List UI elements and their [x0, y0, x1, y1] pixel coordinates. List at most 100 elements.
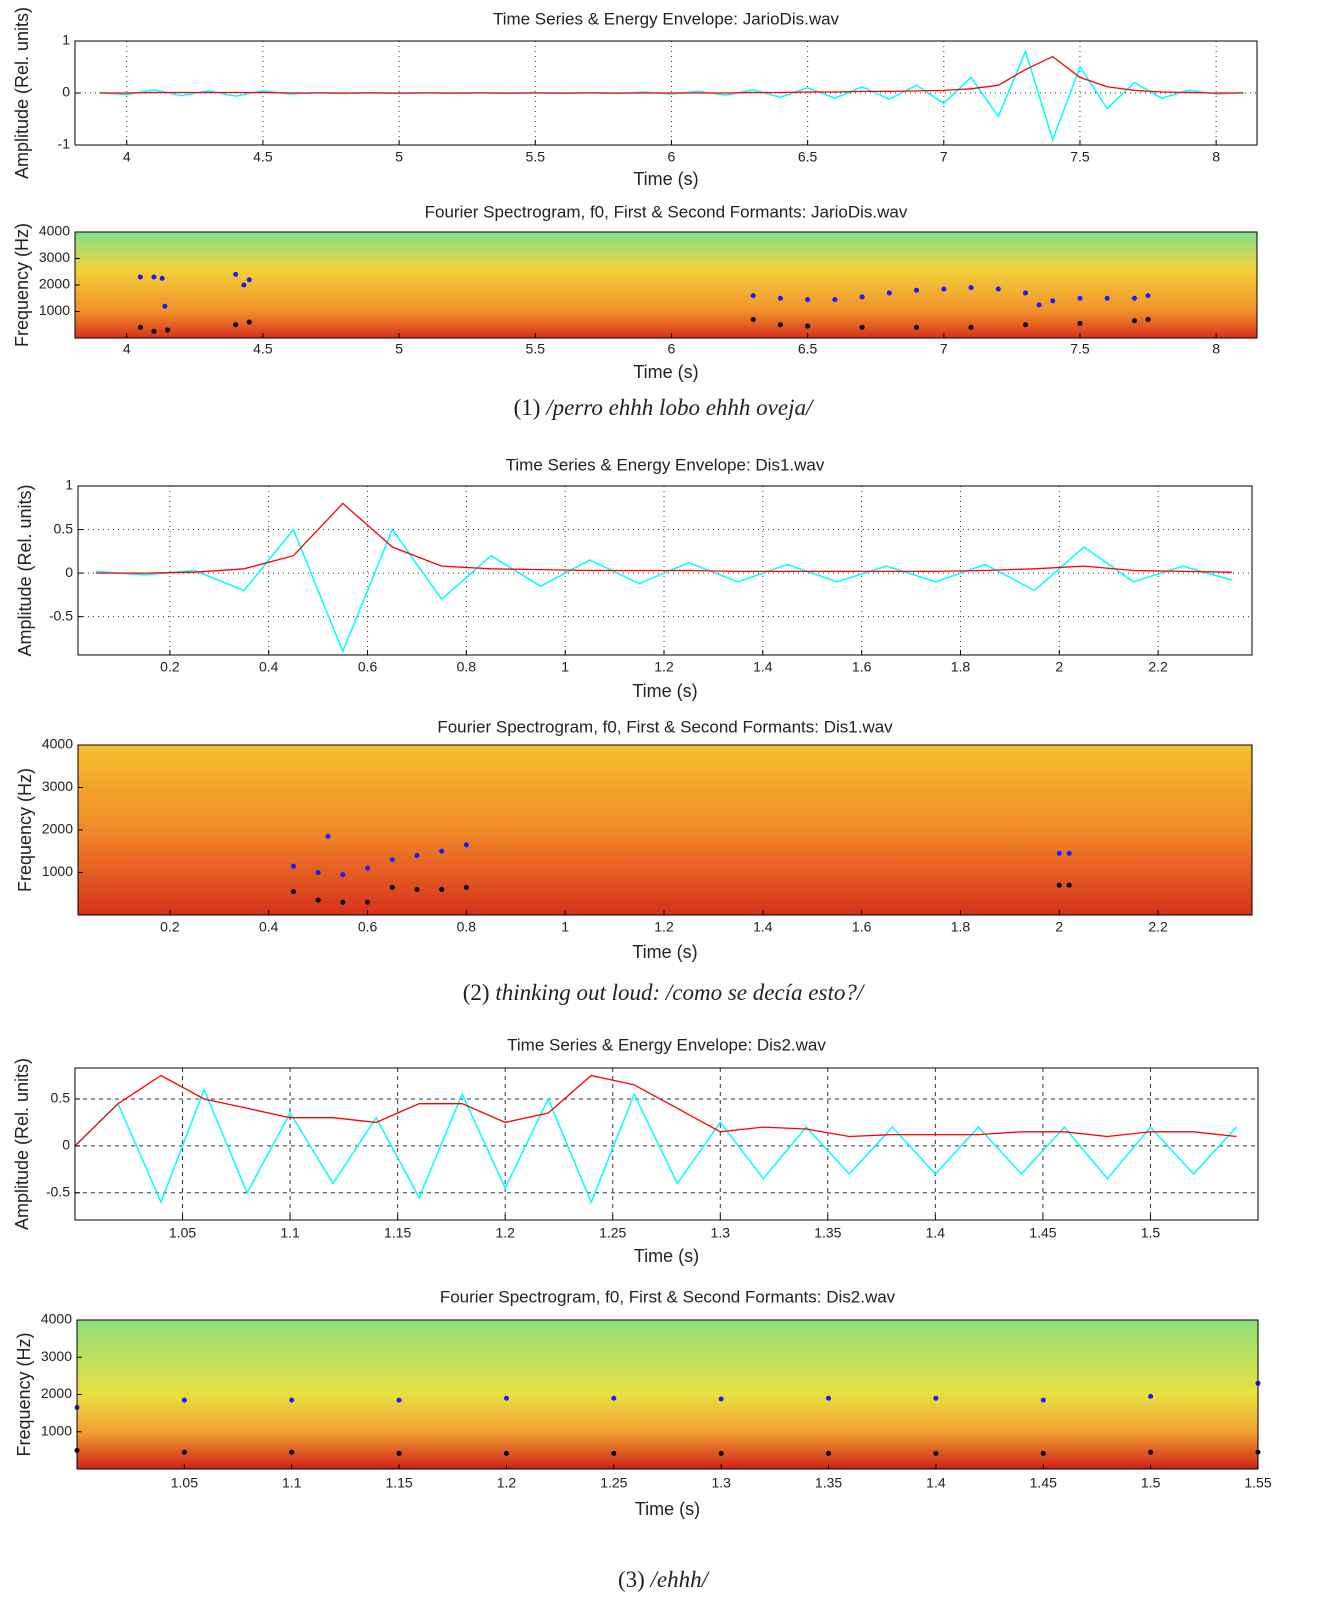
formant-2-point [777, 295, 783, 301]
x-tick-label: 6 [668, 149, 676, 165]
formant-2-point [968, 285, 974, 291]
y-tick-label: 4000 [41, 1311, 72, 1327]
x-tick-label: 1.5 [1141, 1475, 1161, 1491]
y-axis-label: Frequency (Hz) [15, 768, 35, 892]
formant-2-point [151, 274, 157, 280]
formant-1-point [1023, 322, 1029, 328]
y-tick-label: 3000 [41, 1348, 72, 1364]
formant-1-point [396, 1450, 402, 1456]
formant-2-point [914, 287, 920, 293]
x-tick-label: 1.3 [711, 1475, 731, 1491]
spectrogram [77, 1320, 1258, 1469]
x-tick-label: 1.15 [384, 1225, 411, 1241]
x-tick-label: 5 [395, 341, 403, 357]
formant-2-point [325, 833, 331, 839]
envelope-line [95, 502, 1233, 574]
formant-2-point [290, 863, 296, 869]
x-tick-label: 1.4 [926, 1475, 946, 1491]
formant-2-point [315, 870, 321, 875]
formant-2-point [246, 277, 252, 283]
x-tick-label: 1.2 [654, 659, 674, 675]
caption-text: thinking out loud: /como se decía esto?/ [495, 980, 866, 1005]
x-tick-label: 1.6 [852, 659, 872, 675]
x-tick-label: 1.45 [1029, 1225, 1056, 1241]
formant-1-point [165, 327, 171, 333]
formant-2-point [1077, 295, 1083, 301]
formant-2-point [289, 1397, 295, 1403]
formant-1-point [1145, 316, 1151, 322]
formant-2-point [718, 1396, 724, 1402]
x-tick-label: 7 [940, 341, 948, 357]
formant-1-point [1056, 882, 1062, 888]
formant-2-point [463, 842, 469, 848]
formant-2-point [162, 303, 168, 309]
y-tick-label: -1 [58, 136, 71, 152]
x-tick-label: 2.2 [1148, 659, 1168, 675]
formant-2-point [181, 1397, 187, 1403]
formant-1-point [914, 324, 920, 330]
x-tick-label: 1.2 [497, 1475, 517, 1491]
y-tick-label: 2000 [41, 1385, 72, 1401]
formant-2-point [414, 853, 420, 858]
plot-frame [76, 1319, 1259, 1470]
plot-frame [74, 40, 1258, 146]
caption: (1) /perro ehhh lobo ehhh oveja/ [514, 395, 815, 420]
formant-1-point [365, 899, 371, 905]
formant-1-point [1131, 318, 1137, 324]
spectrogram [78, 745, 1252, 915]
x-axis-label: Time (s) [634, 1246, 699, 1266]
formant-1-point [805, 323, 811, 329]
formant-2-point [805, 297, 811, 303]
formant-2-point [439, 848, 445, 854]
y-tick-label: 0 [62, 1137, 70, 1153]
y-tick-label: 3000 [42, 778, 73, 794]
formant-1-point [340, 899, 346, 905]
x-tick-label: 1.6 [852, 919, 872, 935]
formant-2-point [137, 274, 143, 280]
x-tick-label: 1.8 [951, 919, 971, 935]
x-tick-label: 0.8 [457, 659, 477, 675]
formant-1-point [439, 887, 445, 892]
formant-2-point [365, 865, 371, 871]
plot-frame [74, 231, 1258, 339]
formant-2-point [1040, 1397, 1046, 1403]
chart: Time Series & Energy Envelope: JarioDis.… [12, 7, 1258, 189]
x-tick-label: 0.4 [259, 659, 279, 675]
y-tick-label: 3000 [39, 249, 70, 265]
x-tick-label: 1.25 [599, 1225, 626, 1241]
formant-1-point [718, 1450, 724, 1456]
caption-text: /perro ehhh lobo ehhh oveja/ [544, 395, 815, 420]
x-tick-label: 7 [940, 149, 948, 165]
x-tick-label: 4 [123, 341, 131, 357]
x-tick-label: 1.2 [495, 1225, 515, 1241]
x-tick-label: 0.6 [358, 659, 378, 675]
y-tick-label: 0 [65, 564, 73, 580]
formant-1-point [1040, 1450, 1046, 1456]
x-tick-label: 6 [668, 341, 676, 357]
formant-2-point [1036, 302, 1042, 308]
formant-2-point [1131, 295, 1137, 301]
formant-1-point [181, 1449, 187, 1455]
formant-2-point [233, 271, 239, 277]
formant-2-point [396, 1397, 402, 1403]
x-tick-label: 0.4 [259, 919, 279, 935]
x-tick-label: 5.5 [526, 149, 546, 165]
x-tick-label: 4 [123, 149, 131, 165]
x-tick-label: 8 [1212, 149, 1220, 165]
x-tick-label: 1.45 [1030, 1475, 1057, 1491]
chart: Fourier Spectrogram, f0, First & Second … [14, 1287, 1272, 1518]
formant-1-point [290, 889, 296, 895]
caption-text: /ehhh/ [649, 1567, 711, 1592]
chart-title: Time Series & Energy Envelope: JarioDis.… [493, 9, 840, 28]
y-tick-label: 4000 [42, 736, 73, 752]
formant-2-point [503, 1395, 509, 1401]
formant-1-point [1077, 320, 1083, 326]
y-axis-label: Amplitude (Rel. units) [12, 7, 32, 179]
chart: Time Series & Energy Envelope: Dis2.wav T… [12, 1035, 1259, 1266]
caption: (3) /ehhh/ [618, 1567, 711, 1592]
y-tick-label: -0.5 [46, 1183, 70, 1199]
y-tick-label: 1 [62, 32, 70, 48]
formant-2-point [1023, 290, 1029, 296]
formant-1-point [463, 884, 469, 890]
formant-2-point [1050, 298, 1056, 304]
